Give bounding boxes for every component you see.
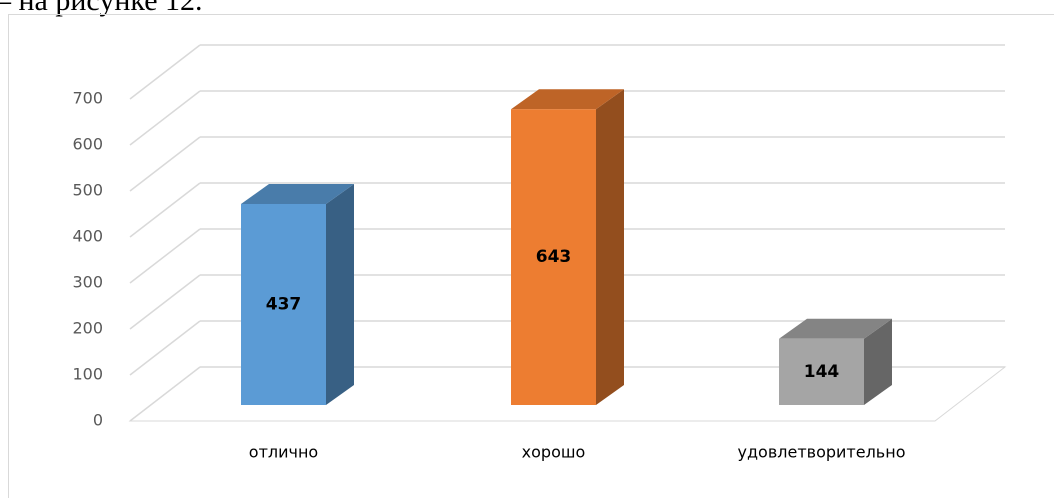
- grid-line-side: [129, 136, 201, 192]
- bar-top: [779, 318, 892, 339]
- bar-top: [511, 89, 624, 110]
- y-tick-label: 0: [93, 411, 103, 430]
- x-tick-label: отлично: [249, 443, 318, 462]
- grid-line-side: [129, 182, 201, 238]
- y-tick-label: 300: [72, 273, 103, 292]
- chart-frame: [8, 14, 1054, 498]
- x-tick-label: удовлетворительно: [738, 443, 906, 462]
- x-tick-label: хорошо: [522, 443, 586, 462]
- y-tick-label: 200: [72, 319, 103, 338]
- grid-line-side: [129, 274, 201, 330]
- grid-line-side: [129, 228, 201, 284]
- bar-side: [864, 318, 892, 405]
- grid-line-side: [129, 366, 201, 422]
- grid-line-side: [129, 44, 201, 100]
- bar-side: [326, 183, 354, 405]
- grid-line-side: [129, 90, 201, 146]
- bar: [241, 203, 326, 405]
- y-tick-label: 600: [72, 135, 103, 154]
- y-tick-label: 100: [72, 365, 103, 384]
- bar-top: [241, 183, 354, 204]
- y-tick-label: 400: [72, 227, 103, 246]
- grid-line-side: [129, 320, 201, 376]
- bar: [779, 338, 864, 405]
- y-tick-label: 500: [72, 181, 103, 200]
- y-tick-label: 700: [72, 89, 103, 108]
- text-fragment: – на рисунке 12.: [0, 0, 203, 17]
- bar-side: [596, 89, 624, 405]
- value-label: 643: [536, 247, 572, 267]
- bar: [511, 109, 596, 405]
- value-label: 144: [804, 362, 840, 382]
- value-label: 437: [266, 294, 302, 314]
